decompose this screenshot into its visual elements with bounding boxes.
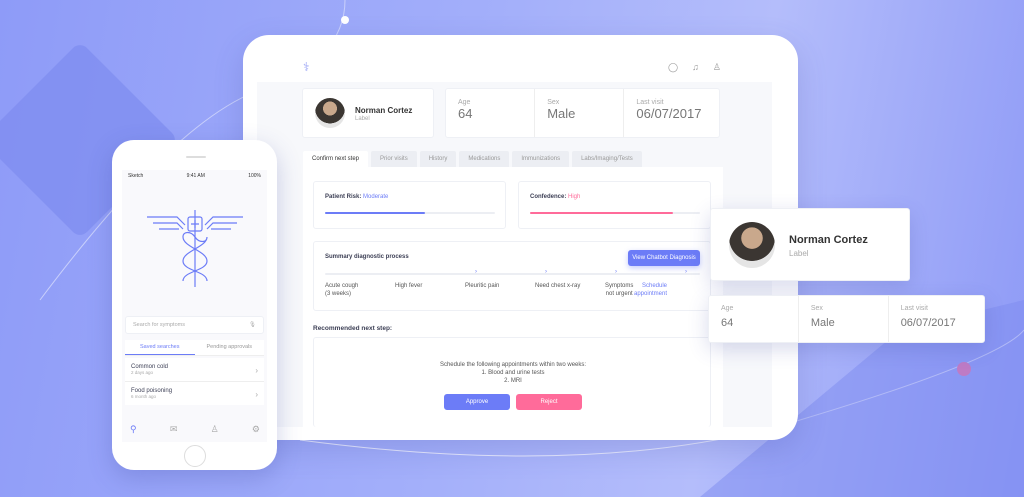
- chevron-right-icon: ›: [255, 366, 258, 375]
- search-placeholder: Search for symptoms: [133, 322, 185, 328]
- stat-value: 64: [721, 317, 734, 329]
- stat-label: Sex: [547, 99, 560, 106]
- avatar: [315, 98, 345, 128]
- stats-card: Age 64 Sex Male Last visit 06/07/2017: [445, 88, 720, 138]
- recommendation-line: 1. Blood and urine tests: [481, 370, 545, 376]
- tab-saved-searches[interactable]: Saved searches: [125, 340, 195, 355]
- step-label: Acute cough (3 weeks): [325, 283, 359, 297]
- profile-icon[interactable]: ♙: [210, 424, 219, 434]
- clock: 9:41 AM: [186, 173, 205, 179]
- tab-confirm-next-step[interactable]: Confirm next step: [303, 151, 369, 167]
- stat-value: Male: [547, 106, 576, 121]
- patient-label: Label: [789, 249, 809, 258]
- progress-track: [325, 273, 700, 275]
- item-subtitle: 2 days ago: [131, 370, 154, 375]
- bell-icon[interactable]: ♫: [692, 62, 699, 72]
- home-button[interactable]: [184, 445, 206, 467]
- stat-value: 06/07/2017: [900, 317, 956, 329]
- floating-stats-card: Age 64 Sex Male Last visit 06/07/2017: [708, 295, 985, 343]
- saved-list: Common cold 2 days ago › Food poisoning 6 m…: [125, 358, 264, 405]
- user-icon[interactable]: ♙: [712, 62, 721, 72]
- summary-title: Summary diagnostic process: [325, 254, 409, 260]
- stat-label: Age: [721, 305, 734, 312]
- confidence-value: High: [568, 194, 581, 200]
- recommended-title: Recommended next step:: [313, 325, 393, 332]
- item-title: Food poisoning: [131, 388, 173, 394]
- confidence-bar: [530, 212, 700, 214]
- chevron-right-icon: ›: [255, 390, 258, 399]
- tab-bar: Confirm next step Prior visits History M…: [303, 151, 642, 167]
- tab-history[interactable]: History: [419, 151, 457, 167]
- symptom-search-input[interactable]: Search for symptoms 🎙: [125, 316, 264, 334]
- chevron-right-icon: ›: [545, 269, 547, 275]
- tab-pending-approvals[interactable]: Pending approvals: [206, 344, 253, 350]
- patient-label: Label: [355, 116, 370, 122]
- floating-patient-card: Norman Cortez Label: [710, 208, 910, 281]
- risk-card: Patient Risk: Moderate: [313, 181, 506, 229]
- chat-icon[interactable]: ◯: [668, 62, 679, 72]
- phone-nav: ⚲ ✉ ♙ ⚙: [130, 424, 260, 435]
- risk-bar: [325, 212, 495, 214]
- view-chatbot-diagnosis-button[interactable]: View Chatbot Diagnosis: [628, 250, 700, 266]
- list-item[interactable]: Food poisoning 6 month ago ›: [125, 382, 264, 405]
- item-subtitle: 6 month ago: [131, 394, 157, 399]
- step-label: Symptoms not urgent: [605, 283, 634, 297]
- tab-medications[interactable]: Medications: [459, 151, 510, 167]
- approve-button[interactable]: Approve: [444, 394, 510, 410]
- chevron-right-icon: ›: [615, 269, 617, 275]
- recommended-card: Schedule the following appointments with…: [313, 337, 711, 427]
- phone-speaker: [186, 156, 206, 158]
- patient-card: Norman Cortez Label: [302, 88, 434, 138]
- stat-label: Last visit: [900, 305, 928, 312]
- list-item[interactable]: Common cold 2 days ago ›: [125, 358, 264, 382]
- logo-icon: ⚕: [303, 60, 310, 74]
- chevron-right-icon: ›: [685, 269, 687, 275]
- settings-icon[interactable]: ⚙: [251, 424, 260, 434]
- stat-value: Male: [810, 317, 835, 329]
- confidence-label: Confedence:: [530, 194, 567, 200]
- step-label: Need chest x-ray: [535, 283, 581, 289]
- stat-label: Last visit: [636, 99, 664, 106]
- tab-labs[interactable]: Labs/Imaging/Tests: [572, 151, 642, 167]
- phone-tabs: Saved searches Pending approvals: [125, 340, 264, 356]
- avatar: [729, 222, 775, 268]
- stat-label: Age: [458, 99, 471, 106]
- reject-button[interactable]: Reject: [516, 394, 582, 410]
- patient-name: Norman Cortez: [789, 234, 868, 246]
- caduceus-logo-icon: [147, 210, 243, 287]
- microphone-icon[interactable]: 🎙: [249, 322, 256, 328]
- mail-icon[interactable]: ✉: [169, 424, 178, 434]
- stat-value: 64: [458, 106, 473, 121]
- status-bar: Sketch 9:41 AM 100%: [122, 173, 267, 179]
- risk-label: Patient Risk:: [325, 194, 362, 200]
- risk-value: Moderate: [363, 194, 389, 200]
- tab-immunizations[interactable]: Immunizations: [512, 151, 570, 167]
- step-label: Pleuritic pain: [465, 283, 500, 289]
- stat-value: 06/07/2017: [636, 106, 702, 121]
- item-title: Common cold: [131, 364, 169, 370]
- step-label: High fever: [395, 283, 423, 289]
- tab-prior-visits[interactable]: Prior visits: [371, 151, 417, 167]
- patient-name: Norman Cortez: [355, 106, 413, 115]
- summary-card: Summary diagnostic process View Chatbot …: [313, 241, 711, 311]
- recommendation-line: 2. MRI: [504, 378, 522, 384]
- recommendation-line: Schedule the following appointments with…: [439, 362, 587, 368]
- chevron-right-icon: ›: [475, 269, 477, 275]
- battery: 100%: [248, 173, 261, 179]
- carrier: Sketch: [128, 173, 144, 179]
- step-label[interactable]: Schedule appointment: [634, 283, 668, 297]
- confidence-card: Confedence: High: [518, 181, 711, 229]
- stat-label: Sex: [810, 305, 823, 312]
- search-icon[interactable]: ⚲: [130, 424, 137, 434]
